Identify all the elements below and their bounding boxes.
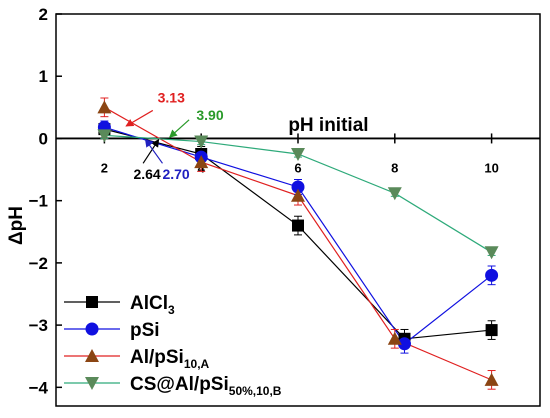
x-tick-label: 2 — [101, 160, 108, 175]
data-point — [97, 100, 112, 114]
y-tick-label: −4 — [29, 378, 49, 397]
y-tick-label: −2 — [29, 254, 48, 273]
annotation-arrow — [144, 138, 163, 164]
annotation-label: 3.90 — [196, 107, 223, 123]
x-tick-label: 6 — [294, 160, 301, 175]
data-point — [485, 268, 499, 282]
annotation-label: 2.64 — [133, 166, 160, 182]
legend: AlCl3 pSi Al/pSi10,A CS@Al/pSi50%,10,B — [64, 293, 282, 398]
data-point — [484, 246, 499, 260]
series-markers — [97, 100, 499, 386]
data-point — [194, 155, 209, 169]
legend-marker — [85, 377, 99, 390]
legend-marker — [85, 322, 99, 336]
annotation-arrow — [125, 109, 154, 127]
data-point — [97, 129, 112, 143]
x-axis-label: pH initial — [288, 115, 368, 136]
y-tick-label: 0 — [39, 129, 48, 148]
data-point — [291, 148, 305, 161]
data-point — [194, 135, 209, 149]
y-tick-label: 1 — [39, 67, 48, 86]
y-tick-label: −1 — [29, 192, 48, 211]
data-point — [291, 188, 305, 202]
legend-label: CS@Al/pSi50%,10,B — [130, 374, 282, 398]
annotation-arrow — [168, 119, 190, 138]
legend-marker — [85, 349, 99, 362]
plot-border — [55, 13, 541, 407]
data-point — [291, 180, 305, 194]
annotation-label: 3.13 — [158, 89, 185, 105]
legend-marker — [86, 296, 98, 308]
y-axis-label: ΔpH — [6, 206, 27, 245]
x-tick-label: 10 — [484, 160, 498, 175]
data-point — [387, 187, 402, 201]
y-axis-ticks: 2 1 0 −1 −2 −3 −4 — [29, 5, 62, 397]
data-point — [397, 337, 411, 351]
data-point — [484, 372, 499, 386]
annotation-arrow — [142, 138, 160, 164]
legend-label: AlCl3 — [130, 293, 175, 317]
annotations: 3.13 3.90 2.64 2.70 — [125, 89, 224, 182]
plot-frame — [55, 13, 541, 407]
legend-label: Al/pSi10,A — [130, 347, 210, 371]
annotation-label: 2.70 — [162, 166, 189, 182]
legend-label: pSi — [130, 320, 160, 341]
data-point — [485, 324, 498, 337]
x-tick-label: 8 — [391, 160, 398, 175]
y-tick-label: −3 — [29, 316, 48, 335]
data-point — [292, 219, 304, 232]
data-point — [387, 331, 402, 345]
y-tick-label: 2 — [39, 5, 48, 24]
